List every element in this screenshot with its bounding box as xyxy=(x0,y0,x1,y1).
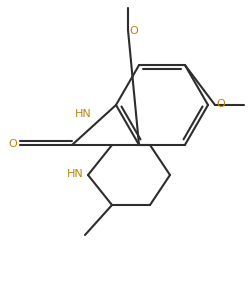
Text: O: O xyxy=(8,139,17,149)
Text: O: O xyxy=(215,99,224,109)
Text: HN: HN xyxy=(75,109,92,119)
Text: methoxy: methoxy xyxy=(125,6,132,7)
Text: O: O xyxy=(128,26,137,36)
Text: HN: HN xyxy=(67,169,84,179)
